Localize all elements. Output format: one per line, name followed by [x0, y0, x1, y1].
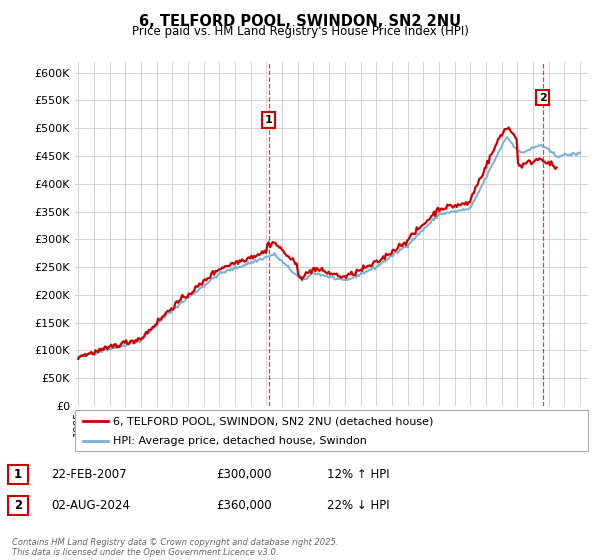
Text: 22-FEB-2007: 22-FEB-2007 [51, 468, 127, 482]
Text: HPI: Average price, detached house, Swindon: HPI: Average price, detached house, Swin… [113, 436, 367, 446]
Text: 1: 1 [265, 115, 272, 125]
Text: 6, TELFORD POOL, SWINDON, SN2 2NU (detached house): 6, TELFORD POOL, SWINDON, SN2 2NU (detac… [113, 417, 434, 426]
Text: 12% ↑ HPI: 12% ↑ HPI [327, 468, 389, 482]
Text: Contains HM Land Registry data © Crown copyright and database right 2025.
This d: Contains HM Land Registry data © Crown c… [12, 538, 338, 557]
Text: 02-AUG-2024: 02-AUG-2024 [51, 498, 130, 512]
Text: 2: 2 [539, 93, 547, 102]
Text: £360,000: £360,000 [216, 498, 272, 512]
Text: 1: 1 [14, 468, 22, 482]
Text: 22% ↓ HPI: 22% ↓ HPI [327, 498, 389, 512]
Text: 6, TELFORD POOL, SWINDON, SN2 2NU: 6, TELFORD POOL, SWINDON, SN2 2NU [139, 14, 461, 29]
Text: Price paid vs. HM Land Registry's House Price Index (HPI): Price paid vs. HM Land Registry's House … [131, 25, 469, 38]
Text: 2: 2 [14, 498, 22, 512]
Text: £300,000: £300,000 [216, 468, 271, 482]
